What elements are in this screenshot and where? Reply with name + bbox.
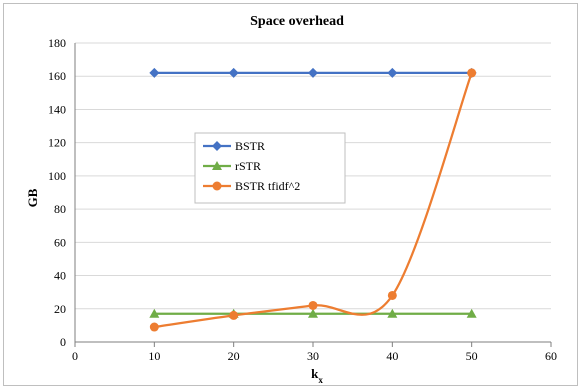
y-tick-label: 40 <box>54 269 66 283</box>
series-line <box>154 72 473 329</box>
x-tick-label: 0 <box>72 349 78 363</box>
chart-title: Space overhead <box>250 14 344 29</box>
data-point-diamond <box>149 67 160 78</box>
series-1 <box>149 308 477 318</box>
data-point-circle <box>387 290 397 300</box>
data-point-triangle <box>149 308 160 318</box>
y-tick-label: 60 <box>54 235 66 249</box>
x-tick-label: 60 <box>545 349 557 363</box>
data-point-diamond <box>228 67 239 78</box>
data-point-circle <box>467 68 477 78</box>
legend-label: BSTR <box>235 139 265 153</box>
y-tick-label: 160 <box>48 69 66 83</box>
y-tick-label: 180 <box>48 36 66 50</box>
data-point-diamond <box>308 67 318 78</box>
legend-item: rSTR <box>203 159 261 173</box>
y-tick-label: 120 <box>48 136 66 150</box>
legend-item: BSTR <box>203 139 265 153</box>
series-2 <box>149 68 477 332</box>
x-tick-label: 50 <box>466 349 478 363</box>
x-tick-label: 40 <box>386 349 398 363</box>
data-point-diamond <box>387 67 398 78</box>
legend-item: BSTR tfidf^2 <box>203 179 300 193</box>
x-axis-label: kx <box>311 366 323 385</box>
data-point-triangle <box>387 308 398 318</box>
x-tick-label: 10 <box>148 349 160 363</box>
data-point-triangle <box>308 308 318 318</box>
data-point-triangle <box>466 308 477 318</box>
data-point-circle <box>229 310 239 320</box>
legend-swatch-marker <box>212 141 222 151</box>
y-axis-label: GB <box>25 188 40 207</box>
x-tick-label: 30 <box>307 349 319 363</box>
series-group <box>149 67 477 332</box>
data-point-circle <box>149 322 159 332</box>
legend-label: BSTR tfidf^2 <box>235 179 300 193</box>
legend-label: rSTR <box>235 159 261 173</box>
y-tick-label: 0 <box>60 335 66 349</box>
legend-swatch-marker <box>212 161 222 170</box>
axes: 0 20 40 60 80 100 120 140 160 180 0 10 20 30 40 50 60 <box>48 36 557 363</box>
y-tick-label: 140 <box>48 102 66 116</box>
y-tick-label: 20 <box>54 302 66 316</box>
y-tick-label: 80 <box>54 202 66 216</box>
y-tick-label: 100 <box>48 169 66 183</box>
legend: BSTR rSTR BSTR tfidf^2 <box>194 132 346 204</box>
legend-swatch-marker <box>212 181 222 191</box>
data-point-circle <box>308 300 318 310</box>
x-tick-label: 20 <box>228 349 240 363</box>
